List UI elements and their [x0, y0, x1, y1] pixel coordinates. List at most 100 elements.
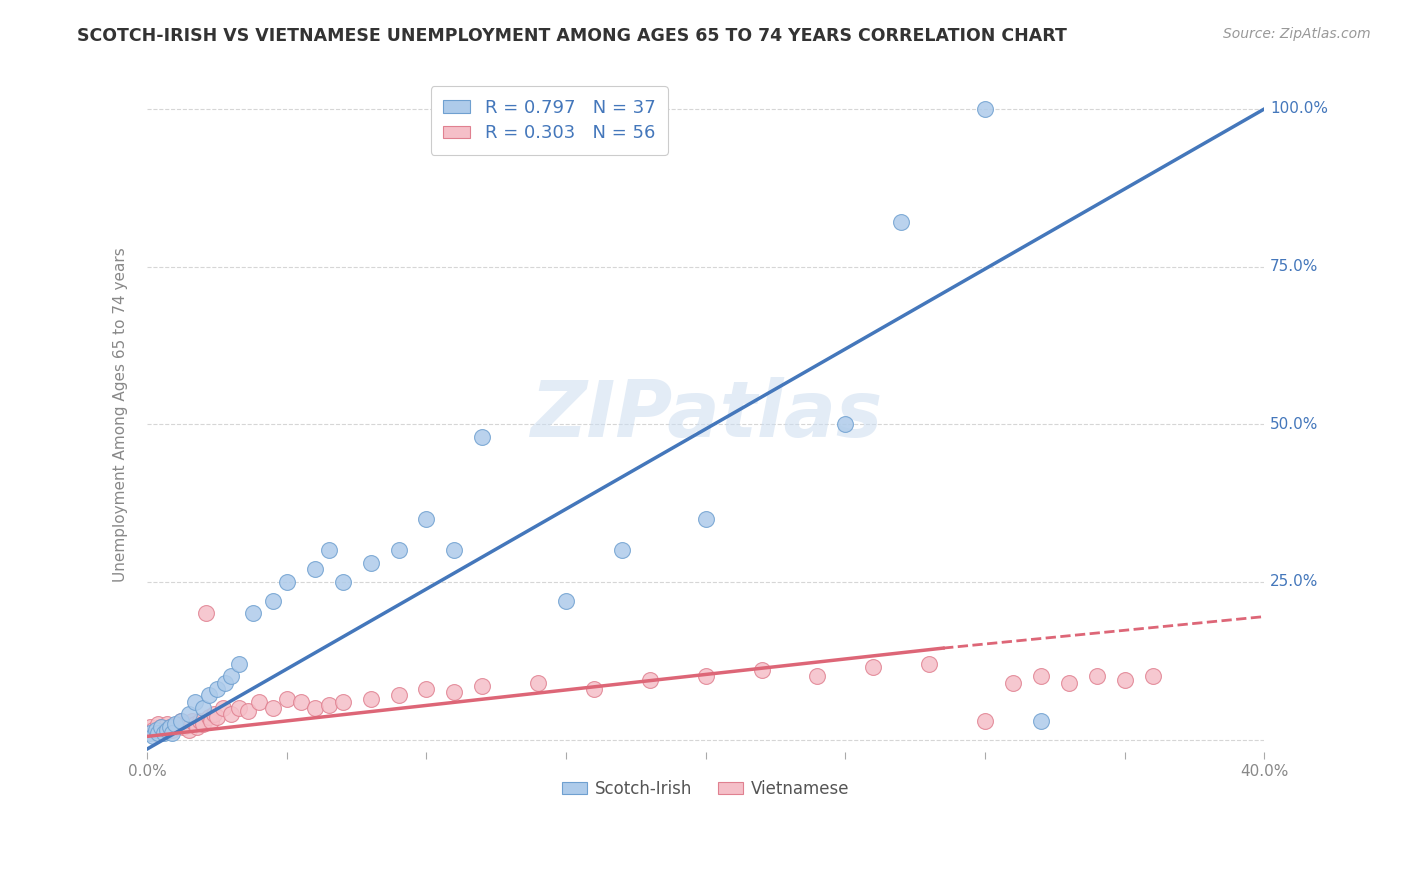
Point [153, 726, 176, 740]
Legend: Scotch-Irish, Vietnamese: Scotch-Irish, Vietnamese [555, 773, 856, 805]
Point [360, 556, 382, 570]
Point [304, 701, 326, 715]
Point [145, 726, 167, 740]
Point [527, 675, 550, 690]
Text: SCOTCH-IRISH VS VIETNAMESE UNEMPLOYMENT AMONG AGES 65 TO 74 YEARS CORRELATION CH: SCOTCH-IRISH VS VIETNAMESE UNEMPLOYMENT … [77, 27, 1067, 45]
Point [153, 723, 176, 737]
Point [290, 695, 312, 709]
Point [180, 714, 202, 728]
Point [194, 607, 217, 621]
Point [555, 594, 578, 608]
Point [142, 730, 165, 744]
Point [834, 417, 856, 432]
Point [262, 701, 284, 715]
Point [974, 714, 997, 728]
Point [918, 657, 941, 671]
Point [360, 691, 382, 706]
Point [247, 695, 270, 709]
Text: 25.0%: 25.0% [1270, 574, 1319, 590]
Point [276, 691, 298, 706]
Point [139, 726, 162, 740]
Point [183, 695, 205, 709]
Point [228, 701, 250, 715]
Point [167, 716, 190, 731]
Point [177, 723, 200, 737]
Point [862, 660, 884, 674]
Point [186, 720, 208, 734]
Point [228, 657, 250, 671]
Point [156, 716, 179, 731]
Point [471, 679, 494, 693]
Text: Source: ZipAtlas.com: Source: ZipAtlas.com [1223, 27, 1371, 41]
Point [276, 574, 298, 589]
Point [974, 102, 997, 116]
Point [318, 698, 340, 712]
Point [806, 669, 828, 683]
Point [191, 701, 214, 715]
Point [751, 663, 773, 677]
Point [156, 723, 179, 737]
Point [165, 720, 187, 734]
Point [304, 562, 326, 576]
Point [139, 720, 162, 734]
Point [145, 723, 167, 737]
Point [242, 607, 264, 621]
Point [162, 726, 184, 740]
Point [197, 689, 219, 703]
Point [219, 669, 242, 683]
Point [174, 716, 197, 731]
Point [191, 716, 214, 731]
Point [162, 723, 184, 737]
Point [610, 543, 633, 558]
Point [638, 673, 661, 687]
Point [177, 707, 200, 722]
Y-axis label: Unemployment Among Ages 65 to 74 years: Unemployment Among Ages 65 to 74 years [114, 247, 128, 582]
Point [695, 512, 717, 526]
Point [183, 716, 205, 731]
Point [415, 682, 437, 697]
Point [415, 512, 437, 526]
Point [159, 720, 181, 734]
Point [262, 594, 284, 608]
Point [142, 723, 165, 737]
Point [148, 726, 170, 740]
Point [170, 714, 193, 728]
Point [471, 430, 494, 444]
Point [387, 543, 409, 558]
Point [1029, 669, 1052, 683]
Text: 100.0%: 100.0% [1270, 102, 1327, 117]
Point [202, 707, 225, 722]
Point [1142, 669, 1164, 683]
Point [443, 543, 465, 558]
Point [1001, 675, 1024, 690]
Point [170, 714, 193, 728]
Point [219, 707, 242, 722]
Point [332, 695, 354, 709]
Point [150, 720, 173, 734]
Point [188, 714, 211, 728]
Point [148, 716, 170, 731]
Point [211, 701, 233, 715]
Point [387, 689, 409, 703]
Point [1029, 714, 1052, 728]
Text: 50.0%: 50.0% [1270, 417, 1319, 432]
Point [695, 669, 717, 683]
Point [159, 720, 181, 734]
Text: 75.0%: 75.0% [1270, 259, 1319, 274]
Point [236, 704, 259, 718]
Point [443, 685, 465, 699]
Point [332, 574, 354, 589]
Point [1057, 675, 1080, 690]
Text: ZIPatlas: ZIPatlas [530, 376, 882, 453]
Point [890, 215, 912, 229]
Point [1085, 669, 1108, 683]
Point [214, 675, 236, 690]
Point [318, 543, 340, 558]
Point [172, 720, 194, 734]
Point [582, 682, 605, 697]
Point [197, 710, 219, 724]
Point [1114, 673, 1136, 687]
Point [205, 682, 228, 697]
Point [205, 710, 228, 724]
Point [165, 716, 187, 731]
